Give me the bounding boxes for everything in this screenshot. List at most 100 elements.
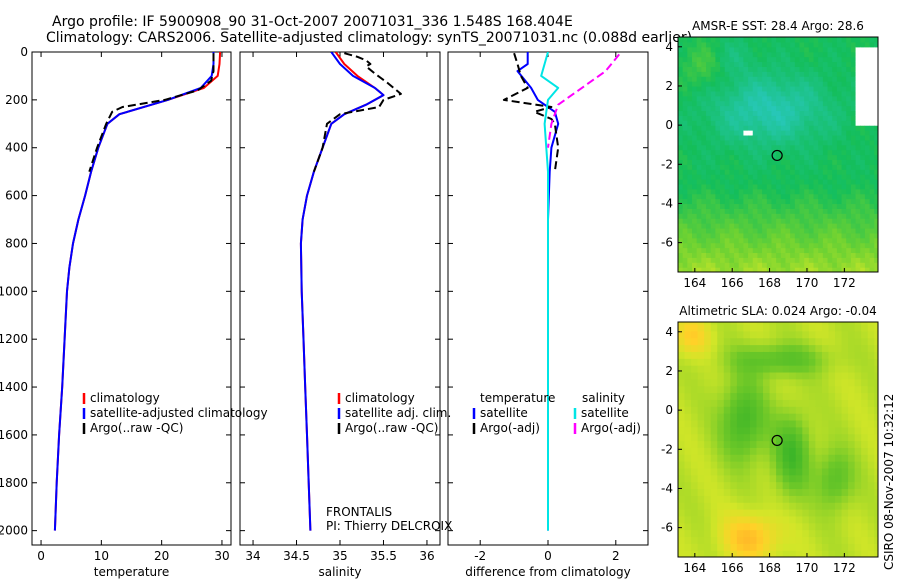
sla_map-cell [710,467,718,476]
sst_map-cell [738,90,745,97]
sst_map-cell [860,198,866,205]
sst_map-cell [682,120,688,126]
sla_map-cell [730,529,738,538]
sla_map-cell [821,433,830,442]
sla_map-cell [848,323,856,332]
sla_map-cell [841,392,849,400]
sst_map-cell [780,208,787,214]
sst_map-cell [869,130,875,136]
sst_map-cell [780,139,787,146]
sla_map-cell [717,495,725,503]
sst_map-cell [822,100,829,107]
sst_map-cell [846,213,852,219]
sla_map-cell [802,481,810,490]
sst_map-cell [864,257,871,263]
sst_map-cell [720,71,726,77]
sst_map-cell [785,232,791,239]
sst_map-cell [799,237,805,244]
sst_map-cell [874,164,878,170]
sst_map-cell [724,159,730,165]
sla_map-cell [723,495,731,503]
sst_map-cell [813,100,819,107]
sla_map-cell [736,488,745,496]
sst_map-cell [710,223,716,229]
sla_map-cell [697,392,705,400]
sst_map-cell [855,218,861,224]
sla_map-cell [808,337,816,346]
sla_map-cell [821,351,830,359]
sst_map-cell [715,183,721,190]
sst_map-cell [832,208,838,214]
sst_map-cell [771,134,777,141]
sst_map-cell [785,208,791,214]
sla_map-cell [795,399,803,407]
sla_map-cell [776,426,784,435]
sst_map-cell [682,247,688,254]
sst_map-cell [720,76,726,82]
sla_map-cell [749,392,758,400]
sla_map-cell [723,550,731,557]
sla_map-cell [756,522,764,531]
sla_map-cell [684,351,692,359]
sst_map-cell [790,100,796,107]
sst_map-cell [846,37,852,43]
sst_map-cell [808,232,815,239]
sst_map-cell [813,174,819,180]
sla_map-cell [821,536,830,544]
sst_map-cell [743,46,749,53]
sla_map-cell [795,365,803,373]
sst_map-cell [692,100,698,107]
sst_map-cell [860,95,866,102]
sst_map-cell [846,262,852,268]
sst_map-cell [701,115,707,121]
sst_map-cell [790,110,796,116]
sla_map-cell [861,440,869,448]
sst_map-cell [846,218,852,224]
sst_map-cell [869,218,875,224]
sst_map-cell [790,223,796,229]
sla_map-xtick-label: 166 [721,561,744,575]
sst_map-cell [678,227,684,234]
sla_map-cell [835,371,843,380]
sla_map-cell [808,502,816,510]
sst_map-cell [766,174,773,180]
sst_map-cell [757,178,763,185]
sst_map-cell [734,154,740,160]
sla_map-cell [736,495,745,503]
sst_map-ytick-label: 2 [665,79,673,93]
sst_map-cell [724,164,730,170]
sst_map-cell [794,149,801,156]
sst_map-cell [822,125,829,131]
sst_map-cell [813,242,819,249]
sla_map-cell [782,406,790,414]
sst_map-cell [692,149,698,156]
sst_map-cell [836,51,843,58]
sst_map-cell [790,115,796,121]
sst_map-cell [771,56,777,63]
sst_map-cell [682,227,688,234]
sst_map-cell [874,213,878,219]
sst_map-cell [813,198,819,205]
sla_map-cell [874,413,878,421]
sla_map-cell [874,371,878,380]
sst_map-cell [822,76,829,82]
sst_map-cell [864,51,871,58]
sst_map-cell [855,100,861,107]
sst_map-ytick-label: 0 [665,118,673,132]
sst_map-cell [729,183,735,190]
sla_map-cell [697,385,705,394]
sla_map-cell [704,447,712,455]
sla_map-cell [861,399,869,407]
sst_map-cell [850,61,857,67]
sst_map-cell [860,66,866,72]
sst_map-cell [860,110,866,116]
sst_map-cell [743,144,749,151]
sst_map-cell [846,110,852,116]
sst_map-cell [762,227,768,234]
sst_map-cell [790,81,796,87]
sst_map-cell [776,100,782,107]
sst_map-cell [752,71,759,77]
sst_map-cell [757,105,763,112]
sla_map-cell [723,323,731,332]
sst_map-cell [678,267,684,272]
